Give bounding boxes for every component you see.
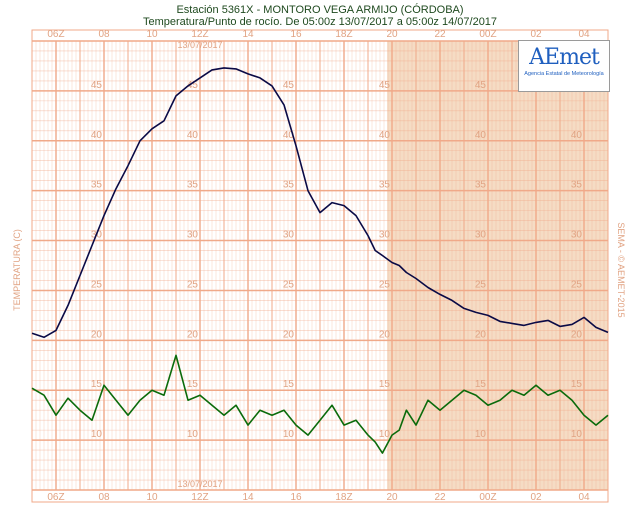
x-tick-label: 08 — [98, 492, 110, 503]
y-tick-label: 40 — [91, 130, 103, 141]
y-tick-label: 35 — [379, 180, 391, 191]
y-tick-label: 10 — [571, 429, 583, 440]
y-tick-label: 30 — [379, 230, 391, 241]
y-tick-label: 25 — [571, 279, 583, 290]
x-tick-label: 12Z — [191, 492, 208, 503]
x-tick-label: 06Z — [47, 492, 64, 503]
y-tick-label: 30 — [187, 230, 199, 241]
y-tick-label: 40 — [379, 130, 391, 141]
y-tick-label: 15 — [91, 379, 103, 390]
y-tick-label: 45 — [187, 80, 199, 91]
y-tick-label: 15 — [187, 379, 199, 390]
y-tick-label: 15 — [475, 379, 487, 390]
y-tick-label: 25 — [91, 279, 103, 290]
y-tick-label: 20 — [475, 329, 487, 340]
y-tick-label: 10 — [91, 429, 103, 440]
x-tick-label: 10 — [146, 29, 158, 40]
night-shading — [387, 41, 608, 490]
x-tick-label: 12Z — [191, 29, 208, 40]
x-tick-label: 22 — [434, 492, 446, 503]
bottom-axis-band — [31, 489, 609, 503]
x-tick-label: 04 — [578, 492, 590, 503]
y-tick-label: 10 — [187, 429, 199, 440]
logo-word: AEmet — [529, 45, 600, 70]
y-tick-label: 45 — [283, 80, 295, 91]
x-tick-label: 08 — [98, 29, 110, 40]
y-tick-label: 40 — [475, 130, 487, 141]
y-tick-label: 25 — [283, 279, 295, 290]
x-tick-label: 14 — [242, 29, 254, 40]
x-tick-label: 16 — [290, 29, 302, 40]
date-label: 13/07/2017 — [177, 479, 222, 489]
x-tick-label: 16 — [290, 492, 302, 503]
y-tick-label: 35 — [187, 180, 199, 191]
y-tick-label: 35 — [475, 180, 487, 191]
y-tick-label: 25 — [187, 279, 199, 290]
date-label: 13/07/2017 — [177, 40, 222, 50]
y-tick-label: 40 — [187, 130, 199, 141]
copyright-label: SEMA - © AEMET-2015 — [616, 222, 626, 318]
y-tick-label: 45 — [91, 80, 103, 91]
y-tick-label: 45 — [379, 80, 391, 91]
x-tick-label: 02 — [530, 29, 542, 40]
y-tick-label: 10 — [379, 429, 391, 440]
y-tick-label: 35 — [283, 180, 295, 191]
x-tick-label: 06Z — [47, 29, 64, 40]
temperature-line — [31, 67, 609, 339]
y-tick-label: 15 — [283, 379, 295, 390]
x-tick-label: 10 — [146, 492, 158, 503]
x-tick-label: 02 — [530, 492, 542, 503]
y-tick-label: 30 — [283, 230, 295, 241]
y-tick-label: 40 — [283, 130, 295, 141]
x-tick-label: 04 — [578, 29, 590, 40]
y-tick-label: 20 — [379, 329, 391, 340]
y-tick-label: 25 — [379, 279, 391, 290]
y-tick-label: 20 — [91, 329, 103, 340]
y-tick-label: 20 — [187, 329, 199, 340]
y-tick-label: 45 — [475, 80, 487, 91]
x-tick-label: 18Z — [335, 29, 352, 40]
y-tick-label: 15 — [379, 379, 391, 390]
x-tick-label: 20 — [386, 492, 398, 503]
logo-subtitle: Agencia Estatal de Meteorología — [524, 71, 604, 77]
y-tick-label: 35 — [571, 180, 583, 191]
y-tick-label: 10 — [283, 429, 295, 440]
x-tick-label: 00Z — [479, 29, 496, 40]
y-tick-label: 15 — [571, 379, 583, 390]
y-tick-label: 35 — [91, 180, 103, 191]
y-tick-label: 10 — [475, 429, 487, 440]
x-tick-label: 00Z — [479, 492, 496, 503]
y-axis-label: TEMPERATURA (C) — [12, 229, 22, 311]
y-tick-label: 30 — [475, 230, 487, 241]
y-tick-label: 30 — [571, 230, 583, 241]
x-tick-label: 22 — [434, 29, 446, 40]
y-tick-label: 20 — [571, 329, 583, 340]
x-tick-label: 20 — [386, 29, 398, 40]
chart-subtitle: Temperatura/Punto de rocío. De 05:00z 13… — [142, 16, 498, 28]
x-tick-label: 18Z — [335, 492, 352, 503]
y-tick-label: 40 — [571, 130, 583, 141]
dewpoint-line — [31, 354, 609, 454]
y-tick-label: 20 — [283, 329, 295, 340]
chart-title: Estación 5361X - MONTORO VEGA ARMIJO (CÓ… — [176, 4, 464, 16]
y-tick-label: 25 — [475, 279, 487, 290]
x-tick-label: 14 — [242, 492, 254, 503]
chart-titles: Estación 5361X - MONTORO VEGA ARMIJO (CÓ… — [0, 4, 640, 28]
aemet-logo: AEmet Agencia Estatal de Meteorología — [518, 40, 610, 92]
